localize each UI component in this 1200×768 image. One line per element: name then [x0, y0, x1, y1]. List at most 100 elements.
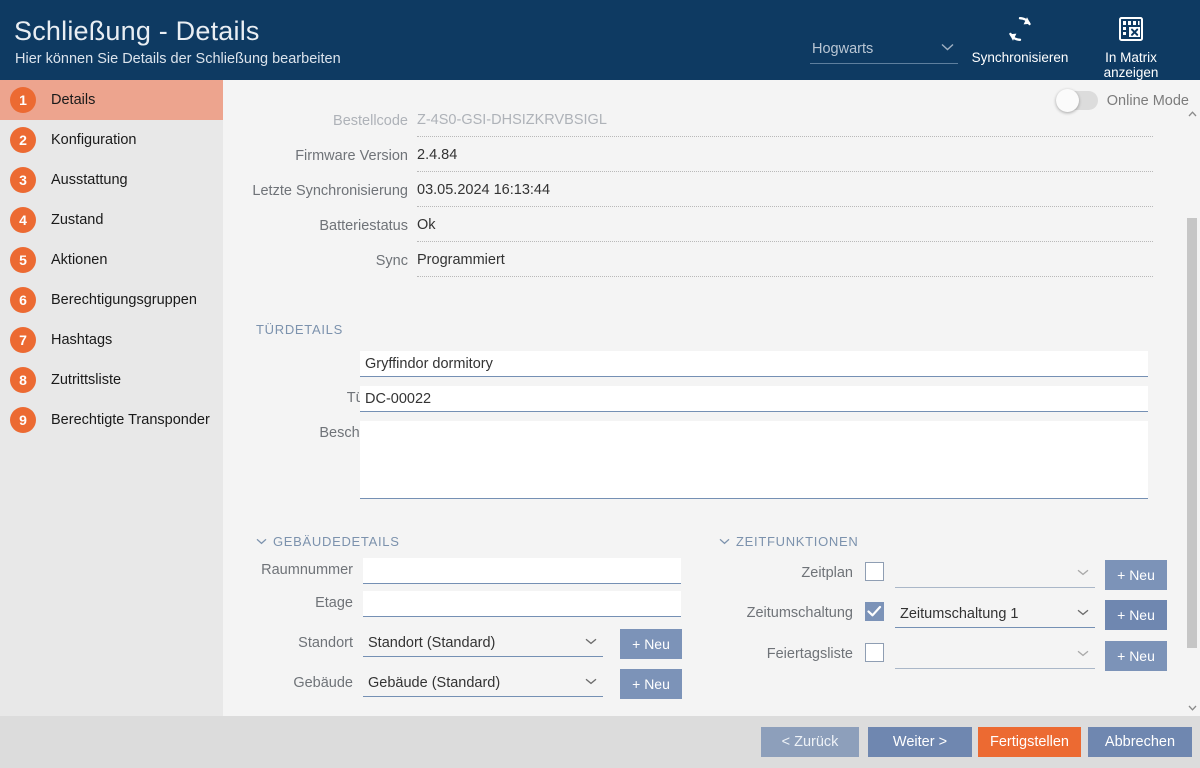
- field-label: Batteriestatus: [319, 218, 408, 234]
- section-heading-turdetails: TÜRDETAILS: [256, 322, 343, 337]
- field-beschreibung: Beschreibung: [223, 418, 1153, 508]
- field-label: Etage: [315, 595, 353, 611]
- sidebar-item-label: Berechtigte Transponder: [51, 412, 210, 428]
- tur-code-input[interactable]: [360, 386, 1148, 412]
- sidebar-item-hashtags[interactable]: 7 Hashtags: [0, 320, 223, 360]
- sidebar-item-label: Ausstattung: [51, 172, 128, 188]
- online-mode-toggle[interactable]: Online Mode: [1055, 89, 1189, 112]
- wizard-sidebar: 1 Details 2 Konfiguration 3 Ausstattung …: [0, 80, 235, 716]
- step-number: 8: [10, 367, 36, 393]
- beschreibung-textarea[interactable]: [360, 421, 1148, 499]
- field-underline: [417, 241, 1153, 242]
- sidebar-item-zutrittsliste[interactable]: 8 Zutrittsliste: [0, 360, 223, 400]
- field-value: Programmiert: [417, 252, 505, 268]
- scroll-down-icon[interactable]: [1184, 700, 1200, 716]
- standort-select-value: Standort (Standard): [368, 635, 496, 651]
- scroll-up-icon[interactable]: [1184, 106, 1200, 122]
- standort-select[interactable]: Standort (Standard): [363, 631, 603, 657]
- field-label: Firmware Version: [295, 148, 408, 164]
- project-select[interactable]: Hogwarts: [810, 38, 958, 64]
- field-etage: Etage: [223, 588, 683, 623]
- step-number: 5: [10, 247, 36, 273]
- sidebar-item-zustand[interactable]: 4 Zustand: [0, 200, 223, 240]
- zeitplan-checkbox[interactable]: [865, 562, 884, 581]
- sidebar-item-label: Details: [51, 92, 96, 108]
- raumnummer-input[interactable]: [363, 558, 681, 584]
- vertical-scrollbar[interactable]: [1184, 106, 1200, 716]
- step-number: 9: [10, 407, 36, 433]
- sidebar-item-label: Aktionen: [51, 252, 108, 268]
- zeitplan-select[interactable]: [895, 562, 1095, 588]
- step-number: 6: [10, 287, 36, 313]
- toggle-knob: [1055, 89, 1079, 112]
- field-label: Letzte Synchronisierung: [252, 183, 408, 199]
- zeitumschaltung-neu-button[interactable]: + Neu: [1105, 600, 1167, 630]
- chevron-down-icon: [941, 43, 954, 51]
- sync-icon: [965, 12, 1075, 46]
- field-label: Raumnummer: [261, 562, 353, 578]
- feiertagsliste-neu-button[interactable]: + Neu: [1105, 641, 1167, 671]
- field-underline: [417, 276, 1153, 277]
- online-mode-label: Online Mode: [1106, 92, 1189, 109]
- sidebar-item-berechtigte-transponder[interactable]: 9 Berechtigte Transponder: [0, 400, 223, 440]
- next-button[interactable]: Weiter >: [868, 727, 972, 757]
- gebaeude-select-value: Gebäude (Standard): [368, 675, 501, 691]
- zeitumschaltung-select[interactable]: Zeitumschaltung 1: [895, 602, 1095, 628]
- feiertagsliste-checkbox[interactable]: [865, 643, 884, 662]
- field-standort: Standort Standort (Standard) + Neu: [223, 628, 683, 663]
- tur-input[interactable]: [360, 351, 1148, 377]
- etage-input[interactable]: [363, 591, 681, 617]
- sync-button[interactable]: Synchronisieren: [965, 12, 1075, 65]
- sidebar-item-aktionen[interactable]: 5 Aktionen: [0, 240, 223, 280]
- field-underline: [417, 136, 1153, 137]
- gebaeude-select[interactable]: Gebäude (Standard): [363, 671, 603, 697]
- zeitumschaltung-select-value: Zeitumschaltung 1: [900, 606, 1019, 622]
- field-gebaeude: Gebäude Gebäude (Standard) + Neu: [223, 668, 683, 703]
- field-value: 03.05.2024 16:13:44: [417, 182, 551, 198]
- standort-neu-button[interactable]: + Neu: [620, 629, 682, 659]
- section-heading-gebaeudedetails[interactable]: GEBÄUDEDETAILS: [256, 533, 400, 549]
- field-label: Zeitumschaltung: [746, 605, 853, 621]
- field-firmware-version: Firmware Version 2.4.84: [223, 141, 1153, 176]
- field-label: Zeitplan: [801, 565, 853, 581]
- step-number: 3: [10, 167, 36, 193]
- show-in-matrix-button[interactable]: In Matrix anzeigen: [1076, 12, 1186, 80]
- section-heading-label: TÜRDETAILS: [256, 322, 343, 337]
- sidebar-item-details[interactable]: 1 Details: [0, 80, 235, 120]
- details-panel: Online Mode Bestellcode Z-4S0-GSI-DHSIZK…: [223, 80, 1200, 716]
- sidebar-item-berechtigungsgruppen[interactable]: 6 Berechtigungsgruppen: [0, 280, 223, 320]
- field-label: Bestellcode: [333, 113, 408, 129]
- project-select-value: Hogwarts: [812, 41, 874, 57]
- field-zeitplan: Zeitplan + Neu: [719, 558, 1189, 593]
- section-heading-label: GEBÄUDEDETAILS: [273, 534, 400, 549]
- gebaeude-neu-button[interactable]: + Neu: [620, 669, 682, 699]
- sidebar-item-konfiguration[interactable]: 2 Konfiguration: [0, 120, 223, 160]
- field-tur-code: Tür-Code: [223, 383, 1153, 418]
- back-button[interactable]: < Zurück: [761, 727, 859, 757]
- online-mode-switch[interactable]: [1055, 89, 1098, 112]
- scrollbar-thumb[interactable]: [1187, 218, 1197, 648]
- field-value: Ok: [417, 217, 436, 233]
- field-label: Feiertagsliste: [766, 646, 853, 662]
- sync-button-label: Synchronisieren: [971, 50, 1069, 65]
- page-title: Schließung - Details: [14, 16, 260, 46]
- sidebar-item-label: Zutrittsliste: [51, 372, 122, 388]
- field-raumnummer: Raumnummer: [223, 555, 683, 590]
- section-heading-label: ZEITFUNKTIONEN: [736, 534, 859, 549]
- field-tur: Tür: [223, 348, 1153, 383]
- finish-button[interactable]: Fertigstellen: [978, 727, 1081, 757]
- field-sync: Sync Programmiert: [223, 246, 1153, 281]
- feiertagsliste-select[interactable]: [895, 643, 1095, 669]
- zeitumschaltung-checkbox[interactable]: [865, 602, 884, 621]
- step-number: 4: [10, 207, 36, 233]
- chevron-down-icon: [256, 533, 267, 548]
- field-zeitumschaltung: Zeitumschaltung Zeitumschaltung 1 + Neu: [719, 598, 1189, 633]
- chevron-down-icon: [719, 533, 730, 548]
- matrix-grid-x-icon: [1076, 12, 1186, 46]
- sidebar-item-ausstattung[interactable]: 3 Ausstattung: [0, 160, 223, 200]
- cancel-button[interactable]: Abbrechen: [1088, 727, 1192, 757]
- zeitplan-neu-button[interactable]: + Neu: [1105, 560, 1167, 590]
- app-header: Schließung - Details Hier können Sie Det…: [0, 0, 1200, 80]
- section-heading-zeitfunktionen[interactable]: ZEITFUNKTIONEN: [719, 533, 858, 549]
